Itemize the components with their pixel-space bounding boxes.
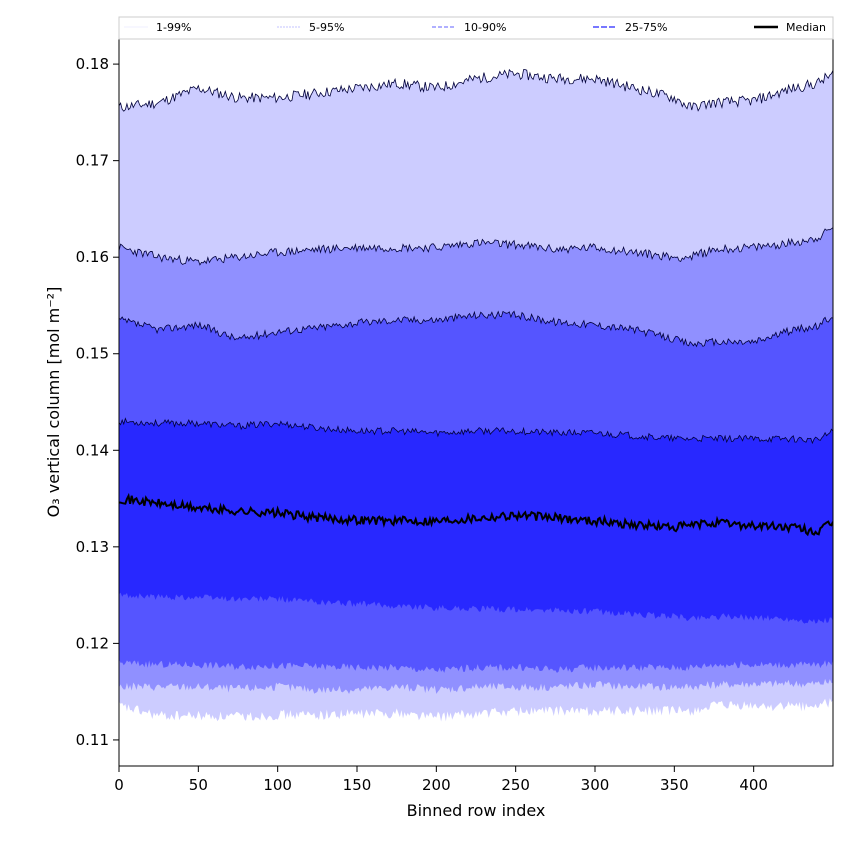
y-tick-label: 0.15 [76, 345, 109, 363]
band-layer [119, 69, 833, 722]
x-tick-label: 50 [189, 776, 208, 794]
median-line [119, 492, 833, 537]
y-tick-label: 0.17 [76, 152, 109, 170]
x-axis: 0 50 100 150 200 250 300 350 400 [114, 766, 768, 794]
band-1-99-upper-edge [119, 68, 833, 112]
y-axis: 0.11 0.12 0.13 0.14 0.15 0.16 0.17 0.18 [76, 55, 119, 749]
legend-1-99-label: 1-99% [156, 21, 191, 34]
band-25-75-upper-edge [119, 417, 833, 445]
x-axis-title: Binned row index [407, 801, 546, 820]
y-tick-label: 0.14 [76, 441, 109, 459]
y-tick-label: 0.18 [76, 55, 109, 73]
y-axis-title: O₃ vertical column [mol m⁻²] [44, 287, 63, 518]
x-tick-label: 200 [422, 776, 451, 794]
x-tick-label: 250 [501, 776, 530, 794]
band-10-90-upper-edge [119, 310, 833, 348]
x-tick-label: 150 [343, 776, 372, 794]
y-tick-label: 0.11 [76, 731, 109, 749]
legend-box [118, 16, 834, 40]
x-tick-label: 400 [739, 776, 768, 794]
legend: 1-99% 5-95% 10-90% 25-75% Median [118, 16, 834, 40]
y-tick-label: 0.12 [76, 634, 109, 652]
x-tick-label: 100 [263, 776, 292, 794]
legend-25-75-label: 25-75% [625, 21, 667, 34]
x-tick-label: 300 [581, 776, 610, 794]
legend-10-90-label: 10-90% [464, 21, 506, 34]
y-tick-label: 0.16 [76, 248, 109, 266]
y-tick-label: 0.13 [76, 538, 109, 556]
band-5-95-upper-edge [119, 227, 833, 266]
legend-5-95-label: 5-95% [309, 21, 344, 34]
edge-layer [119, 68, 833, 537]
x-tick-label: 350 [660, 776, 689, 794]
legend-median-label: Median [786, 21, 826, 34]
x-tick-label: 0 [114, 776, 124, 794]
